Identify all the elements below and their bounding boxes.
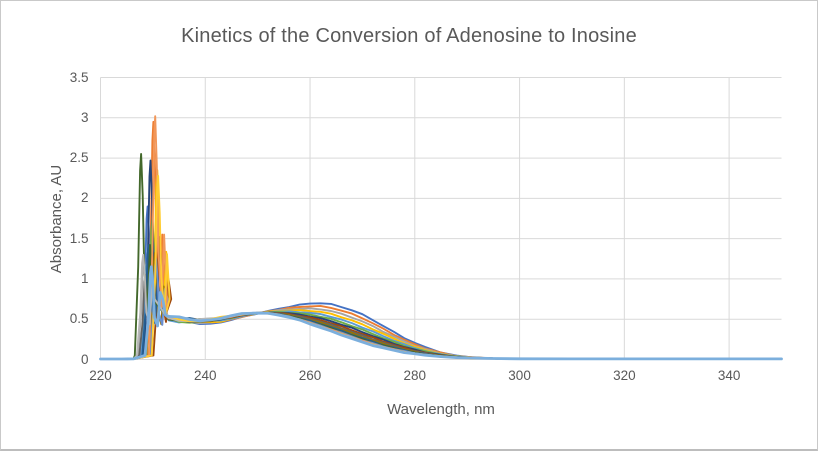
- x-tick-label: 260: [298, 367, 322, 383]
- y-tick-label: 2.5: [69, 150, 89, 166]
- series-lines: [99, 115, 783, 361]
- series-line-1: [99, 205, 783, 360]
- series-line-17: [99, 265, 783, 361]
- series-line-3: [99, 255, 783, 360]
- series-line-6: [99, 217, 783, 360]
- y-tick-label: 2: [80, 190, 89, 206]
- y-tick-label: 1: [80, 270, 89, 286]
- series-line-9: [99, 273, 783, 360]
- series-line-11: [99, 244, 783, 360]
- x-axis-title: Wavelength, nm: [387, 401, 495, 418]
- y-axis-title: Absorbance, AU: [48, 164, 65, 274]
- chart-title: Kinetics of the Conversion of Adenosine …: [181, 25, 637, 47]
- y-tick-label: 3: [80, 109, 89, 125]
- gridlines: [100, 77, 782, 360]
- y-tick-label: 3.5: [69, 69, 89, 85]
- x-tick-label: 220: [89, 367, 112, 383]
- y-tick-label: 1.5: [69, 230, 89, 246]
- x-tick-label: 240: [194, 367, 217, 383]
- series-line-7: [99, 159, 783, 360]
- series-line-8: [99, 236, 783, 360]
- y-tick-label: 0.5: [69, 311, 89, 327]
- x-tick-label: 340: [717, 367, 741, 383]
- series-line-16: [99, 174, 783, 360]
- x-tick-label: 320: [613, 367, 636, 383]
- x-tick-label: 300: [508, 367, 531, 383]
- y-tick-label: 0: [80, 351, 89, 367]
- series-line-12: [99, 153, 783, 360]
- series-line-10: [99, 252, 783, 360]
- series-line-15: [99, 253, 783, 360]
- axis-lines: [100, 77, 782, 360]
- x-tick-label: 280: [403, 367, 427, 383]
- series-line-13: [99, 257, 783, 360]
